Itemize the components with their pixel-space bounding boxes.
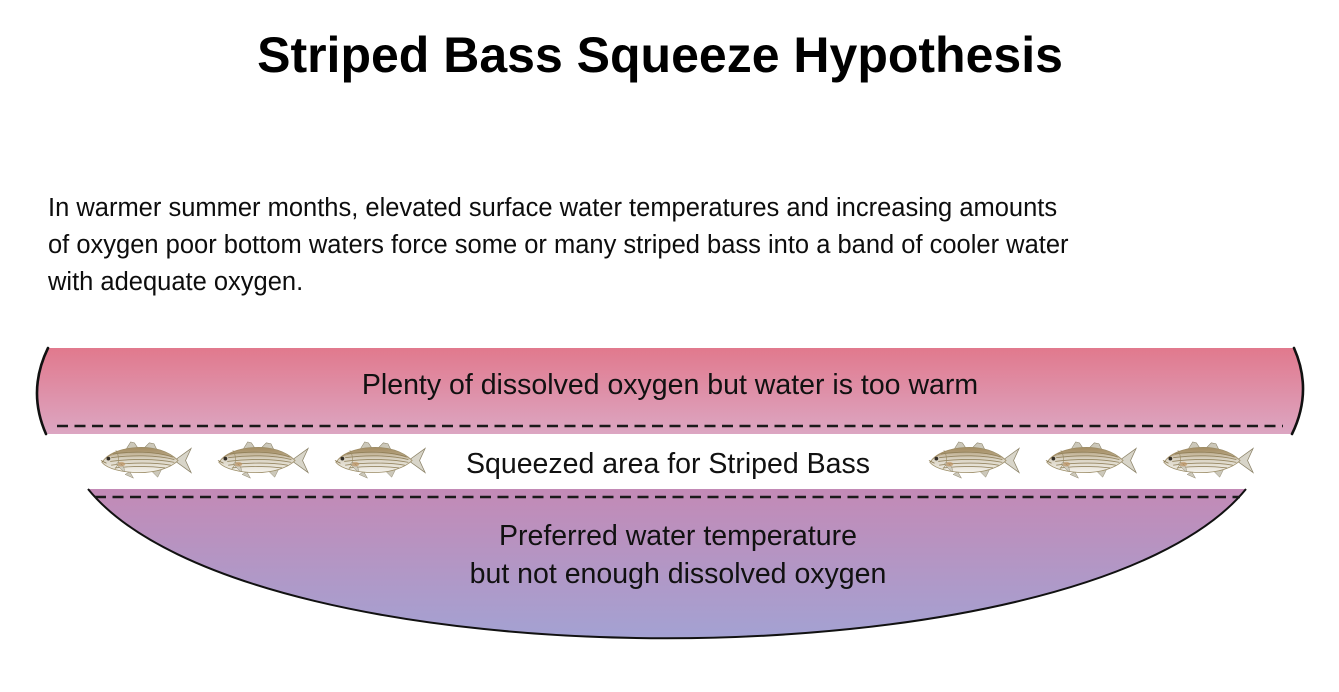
fish-school-left (100, 441, 426, 479)
squeeze-zone: Squeezed area for Striped Bass (100, 441, 1254, 480)
striped-bass-icon (1045, 441, 1137, 479)
intro-paragraph: In warmer summer months, elevated surfac… (48, 190, 1318, 301)
striped-bass-icon (928, 441, 1020, 479)
intro-line: with adequate oxygen. (48, 268, 304, 296)
surface-zone: Plenty of dissolved oxygen but water is … (35, 346, 1305, 436)
surface-zone-left-edge (35, 346, 50, 436)
surface-zone-right-edge (1290, 346, 1305, 436)
squeeze-zone-label: Squeezed area for Striped Bass (466, 448, 870, 480)
intro-line: of oxygen poor bottom waters force some … (48, 231, 1069, 259)
striped-bass-icon (217, 441, 309, 479)
bottom-zone-label-line1: Preferred water temperature (499, 520, 857, 552)
page-title: Striped Bass Squeeze Hypothesis (257, 27, 1063, 83)
bottom-zone-outline (87, 488, 1247, 640)
bottom-zone: Preferred water temperature but not enou… (87, 488, 1247, 640)
striped-bass-icon (100, 441, 192, 479)
intro-line: In warmer summer months, elevated surfac… (48, 194, 1058, 222)
bottom-zone-shape (88, 489, 1246, 639)
fish-school-right (928, 441, 1254, 479)
bottom-zone-label-line2: but not enough dissolved oxygen (470, 558, 887, 590)
surface-zone-label: Plenty of dissolved oxygen but water is … (362, 369, 978, 401)
striped-bass-icon (1162, 441, 1254, 479)
striped-bass-icon (334, 441, 426, 479)
surface-zone-shape (36, 348, 1304, 434)
